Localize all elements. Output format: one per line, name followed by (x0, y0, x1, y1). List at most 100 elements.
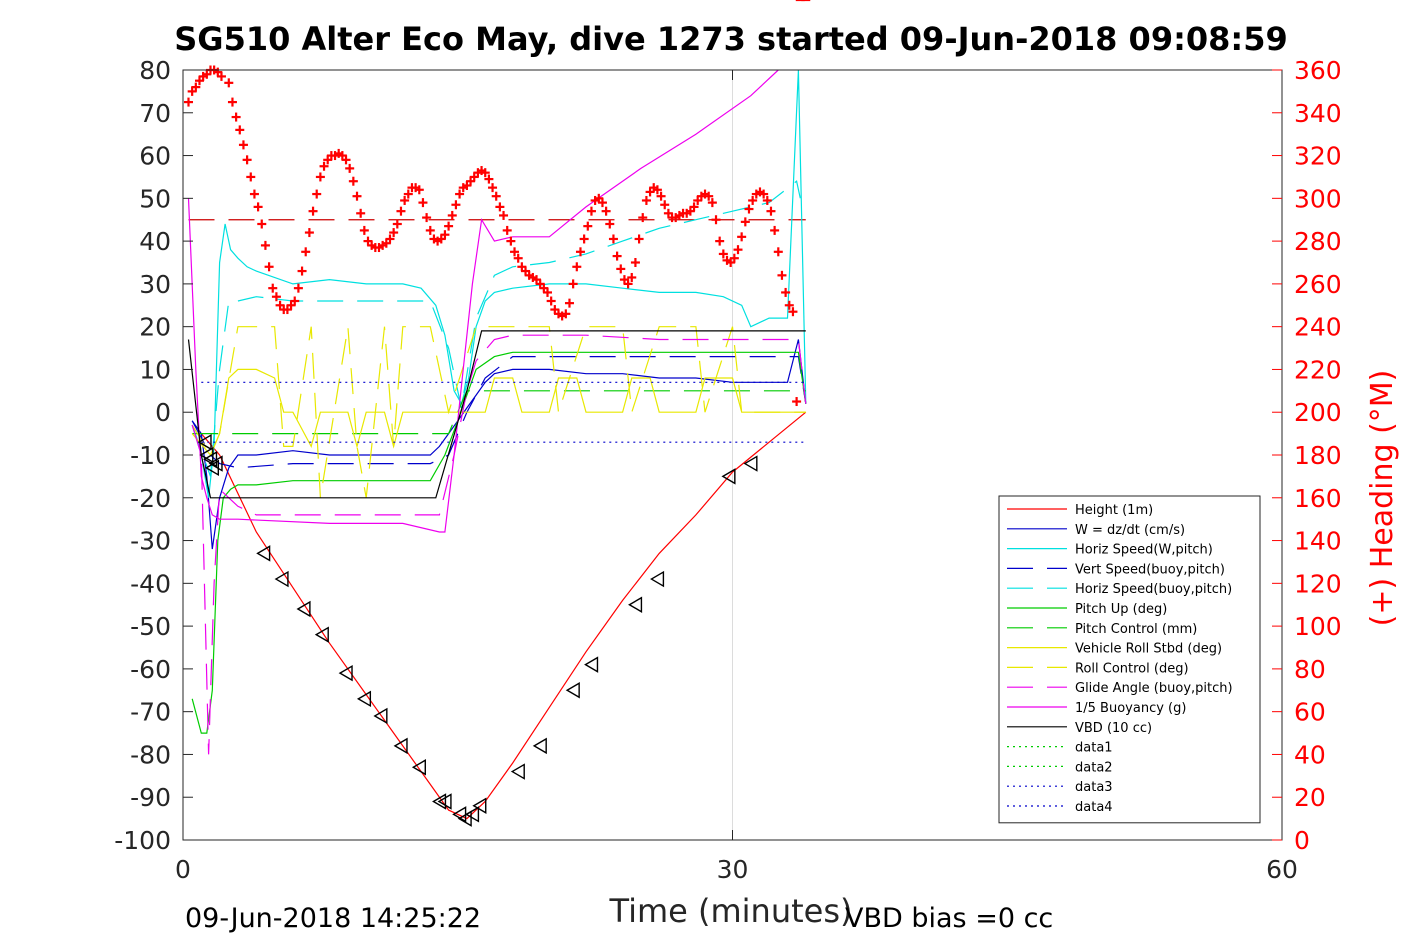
y-tick-label: 40 (139, 227, 171, 256)
marker-layer (183, 0, 811, 827)
y-tick-label: 60 (139, 142, 171, 171)
depth-marker (197, 433, 212, 451)
depth-marker (510, 763, 525, 780)
heading-point (271, 292, 281, 302)
y-tick-label: 50 (139, 184, 171, 213)
depth-marker (373, 707, 388, 725)
heading-point (506, 236, 516, 246)
y-tick-label: -40 (130, 569, 171, 598)
legend-entry: VBD (10 cc) (1007, 721, 1152, 736)
heading-point (414, 185, 424, 195)
legend-entry: data1 (1007, 741, 1113, 756)
heading-point (315, 172, 325, 182)
heading-point (268, 283, 278, 293)
depth-marker (411, 759, 426, 776)
footer-timestamp: 09-Jun-2018 14:25:22 (185, 903, 481, 934)
heading-point (561, 309, 571, 319)
chart-title: SG510 Alter Eco May, dive 1273 started 0… (174, 20, 1287, 58)
depth-marker (437, 793, 452, 810)
legend-entry: Pitch Control (mm) (1007, 622, 1197, 637)
legend-entry: Horiz Speed(buoy,pitch) (1007, 582, 1232, 597)
heading-point (579, 234, 589, 244)
series-line-9 (191, 334, 807, 755)
heading-point (543, 287, 553, 297)
depth-marker (356, 690, 372, 708)
heading-point (242, 155, 252, 165)
heading-point (495, 202, 505, 212)
y-tick-label: -100 (114, 826, 171, 855)
legend-entry: Horiz Speed(W,pitch) (1007, 543, 1213, 558)
axes-layer: 0 30 6080706050403020100-10-20-30-40-50-60… (114, 56, 1341, 884)
y2-tick-label: 360 (1294, 56, 1342, 85)
legend-label: data1 (1075, 741, 1113, 756)
heading-point (502, 225, 512, 235)
heading-point (777, 270, 787, 280)
heading-point (356, 208, 366, 218)
heading-point (711, 215, 721, 225)
heading-point (634, 234, 644, 244)
y2-tick-label: 280 (1294, 227, 1342, 256)
depth-marker (584, 656, 599, 673)
heading-point (715, 236, 725, 246)
series-layer (187, 69, 807, 820)
heading-point (249, 189, 259, 199)
y-tick-label: -60 (130, 655, 171, 684)
heading-point (297, 266, 307, 276)
heading-point (773, 247, 783, 257)
depth-marker (256, 545, 271, 562)
y2-tick-label: 300 (1294, 184, 1342, 213)
heading-point (766, 206, 776, 216)
heading-point (499, 210, 509, 220)
depth-marker (743, 455, 758, 472)
legend-entry: Vert Speed(buoy,pitch) (1007, 562, 1225, 577)
heading-point (345, 163, 355, 173)
series-line-5 (191, 351, 807, 734)
heading-point (440, 230, 450, 240)
heading-point (359, 225, 369, 235)
heading-point (253, 202, 263, 212)
legend-label: data2 (1075, 760, 1113, 775)
heading-point (447, 210, 457, 220)
heading-point (656, 191, 666, 201)
heading-point (290, 296, 300, 306)
series-line-4 (191, 180, 801, 477)
depth-marker (628, 596, 643, 613)
heading-point (352, 191, 362, 201)
y-tick-label: -20 (130, 484, 171, 513)
heading-point (737, 232, 747, 242)
y2-axis-label: (+) Heading (°M) (1365, 370, 1400, 627)
heading-point (627, 272, 637, 282)
heading-point (224, 78, 234, 88)
series-line-11 (187, 330, 806, 499)
series-line-0 (200, 411, 807, 820)
legend-entry: Pitch Up (deg) (1007, 602, 1167, 617)
heading-point (792, 397, 802, 407)
heading-point (601, 206, 611, 216)
legend-label: Roll Control (deg) (1075, 661, 1189, 676)
legend-label: Horiz Speed(buoy,pitch) (1075, 582, 1232, 597)
heading-point (293, 283, 303, 293)
heading-point (788, 307, 798, 317)
heading-point (260, 240, 270, 250)
depth-marker (472, 797, 487, 814)
y-tick-label: -10 (130, 441, 171, 470)
legend-entry: data3 (1007, 780, 1113, 795)
heading-point (491, 191, 501, 201)
heading-point (568, 279, 578, 289)
y-tick-label: 80 (139, 56, 171, 85)
heading-point (304, 228, 314, 238)
heading-point (308, 206, 318, 216)
depth-marker (565, 682, 580, 699)
heading-point (422, 213, 432, 223)
x-tick-label: 30 (717, 855, 749, 884)
y2-tick-label: 160 (1294, 484, 1342, 513)
legend-entry: data2 (1007, 760, 1113, 775)
y2-tick-label: 60 (1294, 698, 1326, 727)
legend-label: Vehicle Roll Stbd (deg) (1075, 642, 1222, 657)
legend-label: VBD (10 cc) (1075, 721, 1152, 736)
heading-point (191, 82, 201, 92)
y-tick-label: -90 (130, 783, 171, 812)
legend-label: 1/5 Buoyancy (g) (1075, 701, 1186, 716)
heading-point (652, 185, 662, 195)
